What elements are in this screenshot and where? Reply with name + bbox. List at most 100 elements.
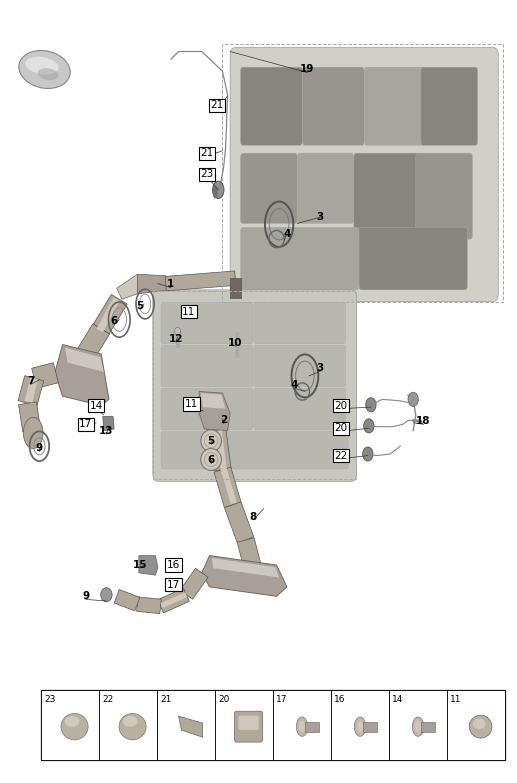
Text: 20: 20 xyxy=(334,401,347,410)
Text: 11: 11 xyxy=(183,307,195,317)
Text: 17: 17 xyxy=(167,579,180,590)
FancyBboxPatch shape xyxy=(416,153,473,239)
Polygon shape xyxy=(97,298,120,332)
Bar xyxy=(157,690,215,760)
Ellipse shape xyxy=(299,721,305,732)
Polygon shape xyxy=(138,274,168,294)
Polygon shape xyxy=(55,345,109,406)
FancyBboxPatch shape xyxy=(240,153,297,223)
Polygon shape xyxy=(136,597,161,614)
Text: 4: 4 xyxy=(291,381,298,390)
Polygon shape xyxy=(212,558,279,578)
Bar xyxy=(363,722,377,731)
Text: 22: 22 xyxy=(102,695,113,704)
Text: 17: 17 xyxy=(79,420,93,429)
Ellipse shape xyxy=(408,392,418,406)
Bar xyxy=(215,690,273,760)
Text: 18: 18 xyxy=(416,417,431,426)
Polygon shape xyxy=(117,274,138,299)
Ellipse shape xyxy=(19,50,70,88)
Ellipse shape xyxy=(201,430,221,452)
Text: 14: 14 xyxy=(89,401,103,410)
Ellipse shape xyxy=(363,419,374,433)
Polygon shape xyxy=(230,278,241,298)
Text: 9: 9 xyxy=(82,591,89,601)
Ellipse shape xyxy=(469,715,492,738)
Text: 8: 8 xyxy=(250,511,257,521)
Text: 20: 20 xyxy=(218,695,230,704)
Polygon shape xyxy=(199,392,230,431)
Text: 21: 21 xyxy=(210,100,224,110)
Polygon shape xyxy=(216,430,226,468)
Bar xyxy=(222,44,504,301)
Ellipse shape xyxy=(212,186,218,198)
Text: 21: 21 xyxy=(200,148,214,158)
Text: 2: 2 xyxy=(220,416,227,425)
Ellipse shape xyxy=(357,721,363,732)
Text: 15: 15 xyxy=(133,560,147,570)
Text: 16: 16 xyxy=(334,695,345,704)
Ellipse shape xyxy=(23,417,43,449)
Text: 19: 19 xyxy=(300,63,315,74)
Text: 13: 13 xyxy=(99,426,114,435)
Text: 23: 23 xyxy=(200,169,214,179)
Text: 14: 14 xyxy=(392,695,403,704)
Ellipse shape xyxy=(366,398,376,412)
Text: 12: 12 xyxy=(169,334,183,345)
FancyBboxPatch shape xyxy=(240,67,302,146)
Polygon shape xyxy=(158,588,189,613)
Ellipse shape xyxy=(101,588,112,602)
Polygon shape xyxy=(214,467,241,507)
Bar xyxy=(99,690,157,760)
Ellipse shape xyxy=(25,56,58,74)
Text: 17: 17 xyxy=(276,695,287,704)
Ellipse shape xyxy=(201,449,221,471)
Ellipse shape xyxy=(354,717,366,736)
Text: 21: 21 xyxy=(160,695,172,704)
Text: 23: 23 xyxy=(44,695,55,704)
Polygon shape xyxy=(237,538,262,572)
FancyBboxPatch shape xyxy=(359,227,467,290)
Ellipse shape xyxy=(413,717,424,736)
FancyBboxPatch shape xyxy=(421,67,478,146)
Ellipse shape xyxy=(212,181,224,198)
Text: 9: 9 xyxy=(36,442,43,453)
Text: 3: 3 xyxy=(317,212,324,222)
Ellipse shape xyxy=(362,447,373,461)
Text: 20: 20 xyxy=(334,424,347,433)
FancyBboxPatch shape xyxy=(153,290,356,482)
Text: 16: 16 xyxy=(167,560,180,570)
Ellipse shape xyxy=(296,717,308,736)
Bar xyxy=(305,722,318,731)
Text: 7: 7 xyxy=(27,377,34,386)
Polygon shape xyxy=(103,417,114,431)
Text: 11: 11 xyxy=(185,399,198,409)
Ellipse shape xyxy=(65,716,80,727)
Polygon shape xyxy=(220,467,237,504)
FancyBboxPatch shape xyxy=(161,431,348,469)
Polygon shape xyxy=(93,294,127,334)
Polygon shape xyxy=(201,393,225,409)
Ellipse shape xyxy=(473,719,485,729)
Polygon shape xyxy=(65,348,104,372)
Ellipse shape xyxy=(415,721,421,732)
Bar xyxy=(447,690,505,760)
FancyBboxPatch shape xyxy=(254,388,346,430)
Bar xyxy=(421,722,435,731)
FancyBboxPatch shape xyxy=(364,67,426,146)
Bar xyxy=(41,690,99,760)
Bar xyxy=(41,690,505,760)
Ellipse shape xyxy=(123,716,138,727)
FancyBboxPatch shape xyxy=(230,48,498,301)
FancyBboxPatch shape xyxy=(161,302,253,344)
FancyBboxPatch shape xyxy=(354,153,421,239)
Polygon shape xyxy=(19,402,40,432)
FancyBboxPatch shape xyxy=(161,345,253,387)
Text: 6: 6 xyxy=(207,454,215,464)
Polygon shape xyxy=(139,556,158,576)
Text: 6: 6 xyxy=(111,316,118,327)
FancyBboxPatch shape xyxy=(161,388,253,430)
Text: 22: 22 xyxy=(334,450,347,460)
FancyBboxPatch shape xyxy=(302,67,364,146)
FancyBboxPatch shape xyxy=(254,302,346,344)
